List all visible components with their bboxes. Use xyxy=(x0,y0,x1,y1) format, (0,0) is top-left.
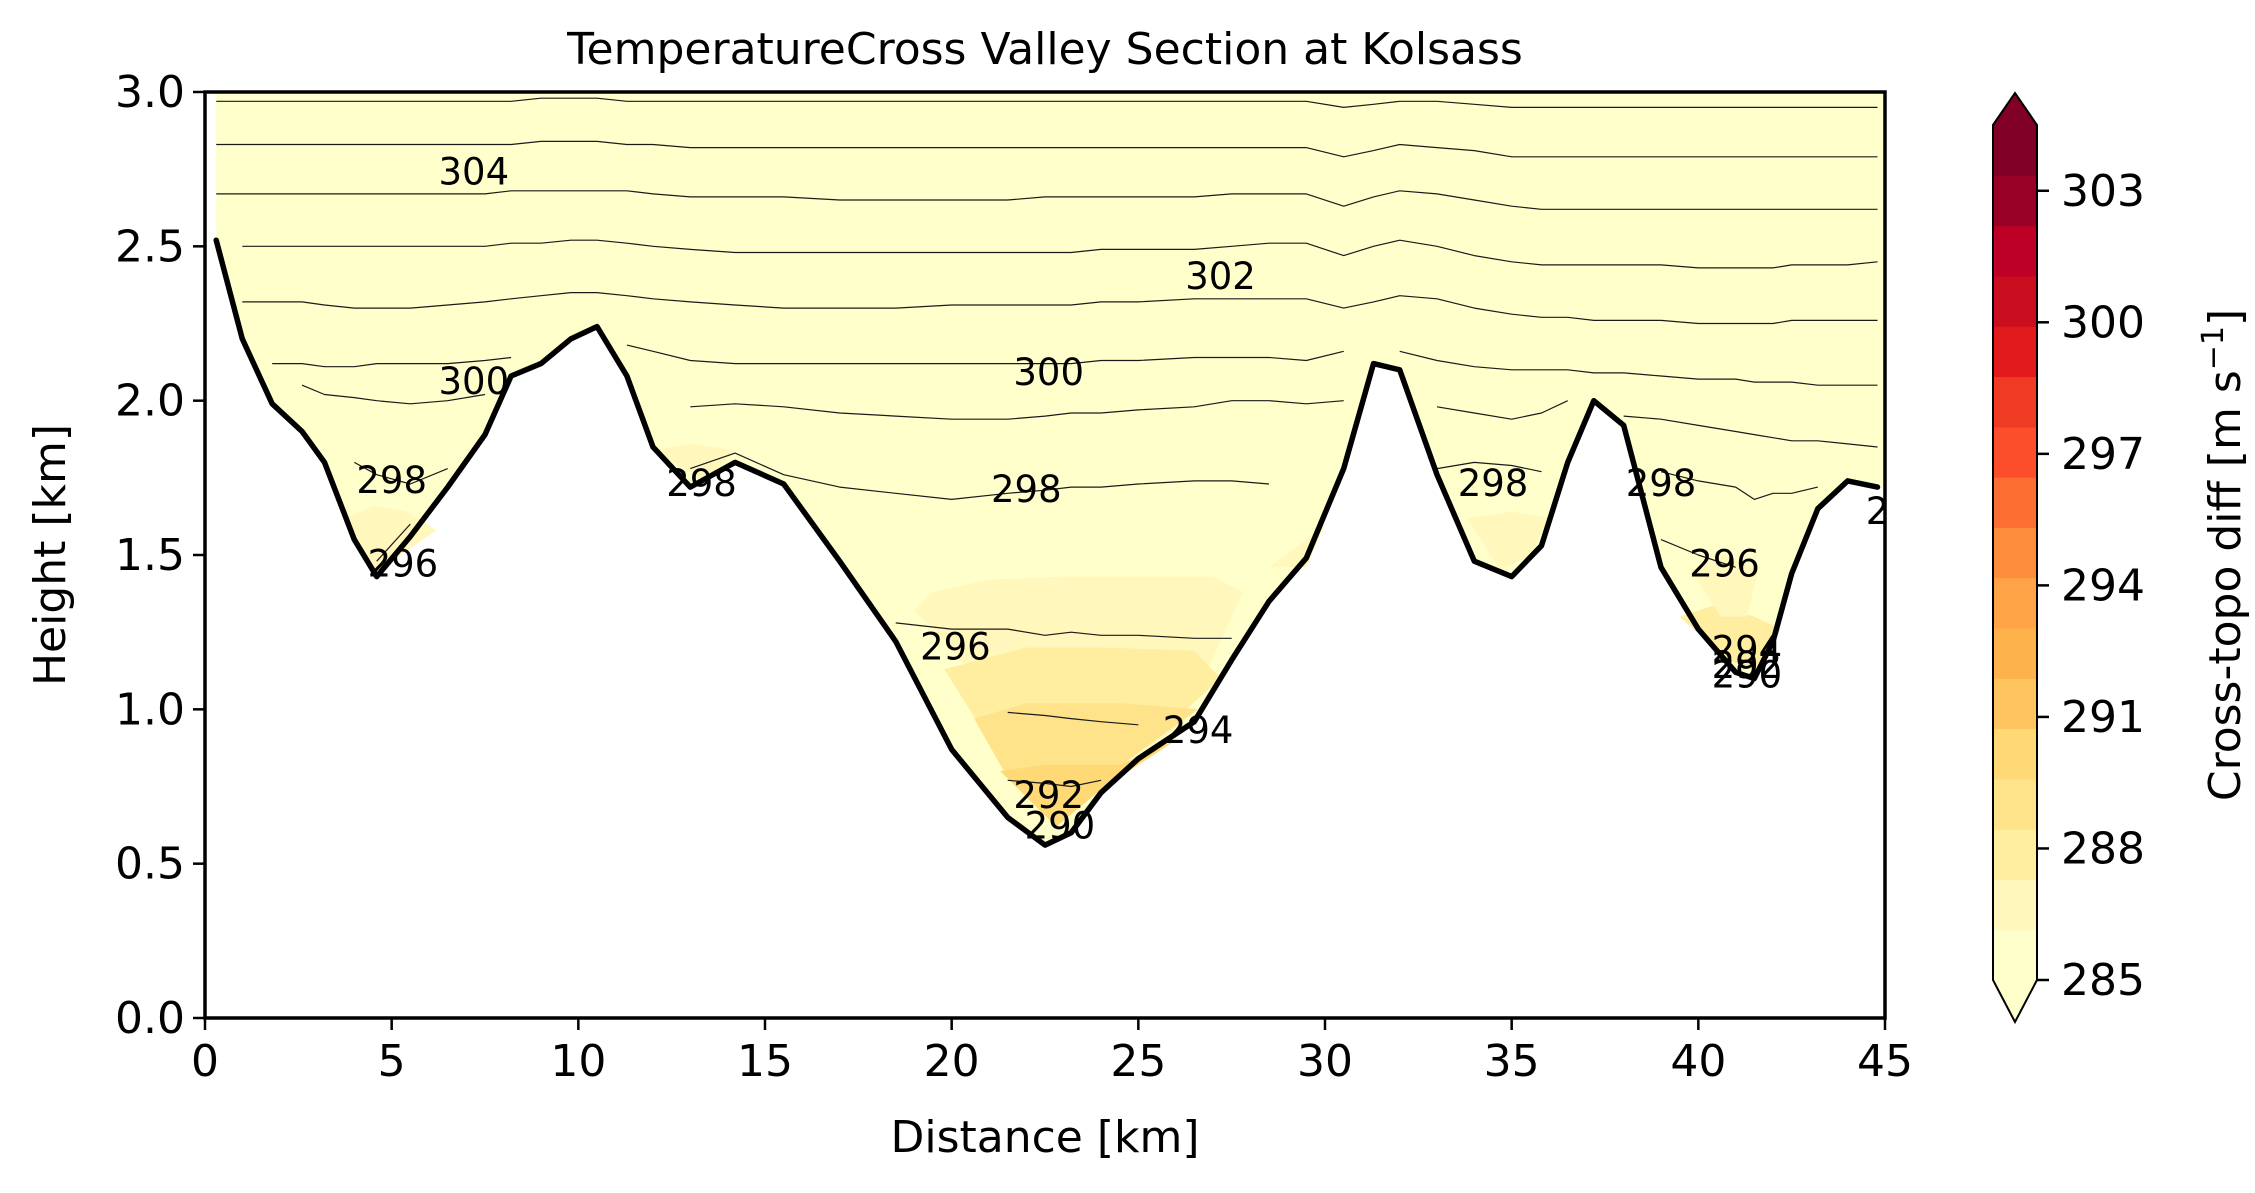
cold-pool-region-6 xyxy=(346,505,437,571)
colorbar-segment-1 xyxy=(1993,879,2037,931)
colorbar-label-main: Cross-topo diff [m s xyxy=(2200,370,2251,801)
x-tick-label-45: 45 xyxy=(1857,1036,1913,1087)
x-tick-label-10: 10 xyxy=(550,1036,606,1087)
x-tick-label-20: 20 xyxy=(924,1036,980,1087)
contour-label-300: 300 xyxy=(1013,351,1084,394)
x-tick-label-15: 15 xyxy=(737,1036,793,1087)
x-tick-label-30: 30 xyxy=(1297,1036,1353,1087)
contour-label-300: 300 xyxy=(438,360,509,403)
x-tick-label-25: 25 xyxy=(1110,1036,1166,1087)
contour-label-296: 296 xyxy=(920,626,991,669)
contour-label-290: 290 xyxy=(1025,805,1096,848)
colorbar-tick-label-291: 291 xyxy=(2061,692,2145,743)
cold-pool-region-5 xyxy=(1690,555,1759,617)
x-tick-label-5: 5 xyxy=(378,1036,406,1087)
colorbar-segment-8 xyxy=(1993,527,2037,579)
y-axis: 0.0 0.5 1.0 1.5 2.0 2.5 3.0 xyxy=(115,67,205,1044)
isotherm-300 xyxy=(272,344,1878,386)
x-tick-label-0: 0 xyxy=(191,1036,219,1087)
colorbar-tick-label-300: 300 xyxy=(2061,297,2145,348)
contour-label-304: 304 xyxy=(438,150,509,193)
colorbar-segment-4 xyxy=(1993,728,2037,780)
contour-label-290: 290 xyxy=(1712,653,1783,696)
terrain-line xyxy=(213,237,1881,848)
contour-label-298: 298 xyxy=(356,459,427,502)
isotherm-299 xyxy=(301,384,1878,448)
colorbar-tick-label-297: 297 xyxy=(2061,429,2145,480)
x-tick-label-35: 35 xyxy=(1484,1036,1540,1087)
contour-label-292: 292 xyxy=(1013,774,1084,817)
isotherm-296 xyxy=(376,523,1736,639)
colorbar: 285 288 291 294 297 300 303 xyxy=(1992,91,2145,1025)
contour-label-292: 292 xyxy=(1712,644,1783,687)
y-tick-label-1.5: 1.5 xyxy=(115,530,185,581)
colorbar-segment-12 xyxy=(1993,326,2037,378)
colorbar-tick-label-288: 288 xyxy=(2061,823,2145,874)
isotherm-303 xyxy=(216,190,1878,210)
colorbar-segment-11 xyxy=(1993,376,2037,428)
colorbar-label-sup: −1 xyxy=(2196,326,2231,370)
contour-label-298: 298 xyxy=(1458,462,1529,505)
y-tick-label-0.0: 0.0 xyxy=(115,993,185,1044)
isotherm-292 xyxy=(1007,779,1102,788)
x-axis-label: Distance [km] xyxy=(890,1112,1199,1163)
colorbar-label-close: ] xyxy=(2200,309,2251,326)
colorbar-segment-9 xyxy=(1993,477,2037,528)
y-tick-label-0.5: 0.5 xyxy=(115,839,185,890)
colorbar-segment-10 xyxy=(1993,426,2037,478)
colorbar-tick-label-294: 294 xyxy=(2061,560,2145,611)
colorbar-extend-min xyxy=(1993,980,2037,1022)
atmosphere-fill xyxy=(205,92,1885,846)
x-axis: 0 5 10 15 20 25 30 35 40 45 xyxy=(191,1018,1913,1087)
contour-label-298: 298 xyxy=(1626,462,1697,505)
colorbar-segment-16 xyxy=(1993,125,2037,176)
colorbar-segment-5 xyxy=(1993,678,2037,730)
chart-title: TemperatureCross Valley Section at Kolsa… xyxy=(566,24,1523,75)
contour-label-296: 296 xyxy=(1689,542,1760,585)
colorbar-segment-0 xyxy=(1993,929,2037,981)
cold-pool-region-4 xyxy=(1679,604,1781,673)
colorbar-segment-2 xyxy=(1993,829,2037,881)
isotherm-305 xyxy=(216,97,1878,108)
y-tick-label-3.0: 3.0 xyxy=(115,67,185,118)
isotherm-304 xyxy=(216,140,1878,158)
y-axis-label: Height [km] xyxy=(25,424,76,686)
colorbar-segment-7 xyxy=(1993,577,2037,629)
colorbar-segment-3 xyxy=(1993,778,2037,830)
contour-label-296: 296 xyxy=(368,542,439,585)
colorbar-extend-max xyxy=(1993,93,2037,125)
colorbar-segment-15 xyxy=(1993,175,2037,227)
colorbar-segment-6 xyxy=(1993,627,2037,679)
contour-label-298: 298 xyxy=(991,468,1062,511)
isotherm-301 xyxy=(242,292,1878,325)
y-tick-label-1.0: 1.0 xyxy=(115,684,185,735)
isotherm-298 xyxy=(354,452,1818,500)
contour-label-2: 2 xyxy=(1866,490,1890,533)
isotherm-302 xyxy=(242,239,1878,269)
y-tick-label-2.5: 2.5 xyxy=(115,221,185,272)
y-tick-label-2.0: 2.0 xyxy=(115,376,185,427)
contour-label-298: 298 xyxy=(666,462,737,505)
x-tick-label-40: 40 xyxy=(1670,1036,1726,1087)
contour-label-294: 294 xyxy=(1712,629,1783,672)
contour-label-302: 302 xyxy=(1185,255,1256,298)
colorbar-segment-14 xyxy=(1993,225,2037,277)
colorbar-tick-label-285: 285 xyxy=(2061,955,2145,1006)
colorbar-label: Cross-topo diff [m s−1] xyxy=(2196,309,2252,801)
colorbar-tick-label-303: 303 xyxy=(2061,166,2145,217)
cold-pool-region-8 xyxy=(653,443,736,481)
contour-label-294: 294 xyxy=(1163,709,1234,752)
colorbar-segment-13 xyxy=(1993,275,2037,327)
